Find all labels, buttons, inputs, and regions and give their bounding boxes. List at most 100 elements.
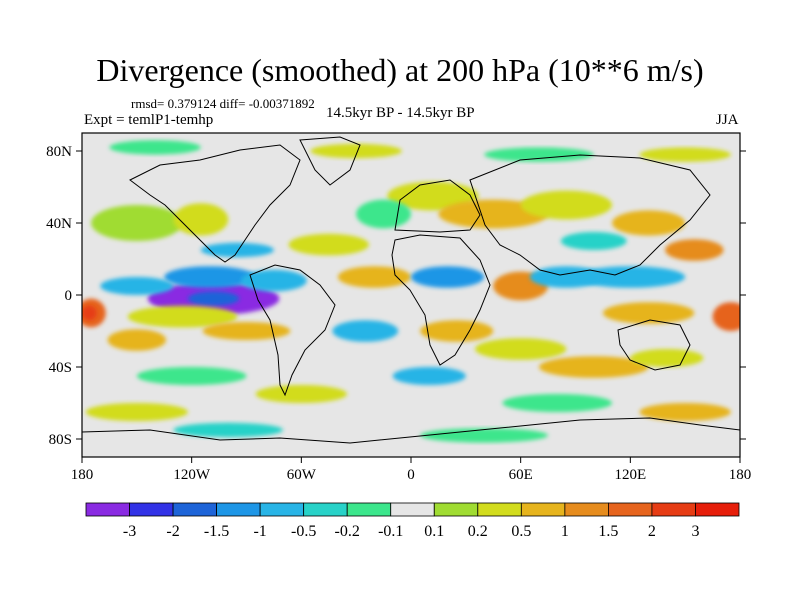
field-blob	[612, 210, 686, 236]
colorbar-label: 1.5	[598, 523, 618, 540]
season-label: JJA	[716, 112, 739, 128]
field-blob	[255, 385, 348, 403]
x-tick-label: 0	[407, 467, 415, 483]
field-blob	[575, 266, 686, 288]
colorbar-swatch	[695, 502, 740, 517]
coastline-australia	[617, 319, 691, 371]
field-blob	[332, 320, 399, 342]
colorbar-swatch	[520, 502, 566, 517]
field-blob	[630, 349, 704, 367]
colorbar-swatch	[216, 502, 261, 517]
y-tick-label: 40N	[46, 216, 72, 232]
field-blob	[420, 428, 549, 443]
colorbar-swatch	[390, 502, 435, 517]
field-blob	[310, 143, 402, 159]
colorbar-swatch	[259, 502, 305, 517]
colorbar-swatch	[651, 502, 696, 517]
field-blob	[188, 291, 240, 306]
colorbar-swatch	[564, 502, 609, 517]
field-blob	[420, 320, 494, 342]
colorbar-swatch	[85, 502, 130, 517]
field-blob	[387, 181, 479, 211]
field-blob	[200, 242, 274, 258]
field-blob	[100, 277, 174, 295]
field-blob	[107, 329, 167, 351]
y-tick-label: 0	[65, 288, 73, 304]
x-tick-label: 180	[729, 467, 752, 483]
field-blob	[356, 199, 412, 229]
field-blob	[202, 322, 291, 340]
field-blob	[712, 302, 740, 331]
y-tick-label: 80N	[46, 144, 72, 160]
field-blob	[639, 147, 731, 162]
field-blob	[411, 266, 485, 288]
colorbar-label: 2	[648, 523, 656, 540]
field-blob	[665, 239, 724, 261]
colorbar: -3 -2 -1.5 -1 -0.5 -0.2 -0.1 0.1 0.2 0.5 1 1.5 2 3	[85, 502, 740, 540]
field-blob	[438, 199, 549, 229]
field-blob	[173, 203, 229, 236]
field-blob	[85, 403, 189, 421]
coastline-greenland	[299, 136, 361, 186]
field-blob	[538, 356, 649, 378]
coastline-asia	[469, 154, 711, 276]
field-blob	[109, 140, 201, 155]
field-blob	[164, 266, 256, 288]
field-blob	[639, 403, 731, 421]
field-blob	[474, 338, 567, 360]
colorbar-label: 3	[691, 523, 699, 540]
coastline-africa	[391, 234, 491, 366]
field-blob	[392, 367, 466, 385]
colorbar-swatch	[129, 502, 174, 517]
y-tick-label: 80S	[49, 432, 72, 448]
colorbar-swatch	[303, 502, 348, 517]
colorbar-label: -3	[123, 523, 136, 540]
period-label: 14.5kyr BP - 14.5kyr BP	[326, 105, 475, 121]
colorbar-swatch	[346, 502, 392, 517]
coastlines	[82, 136, 740, 444]
field-blob	[91, 205, 183, 241]
field-blob	[288, 233, 369, 256]
field-blob	[136, 367, 247, 385]
colorbar-label: -2	[166, 523, 179, 540]
field-blob	[529, 266, 603, 288]
field-blob	[173, 422, 284, 438]
coastline-antarctica	[82, 417, 740, 444]
field-blob	[560, 232, 627, 250]
coastline-south-america	[249, 264, 336, 397]
field-blob	[520, 190, 613, 220]
field-blob	[127, 305, 238, 328]
field-blob	[484, 147, 594, 162]
colorbar-label: 1	[561, 523, 569, 540]
colorbar-label: -0.5	[291, 523, 316, 540]
y-tick-label: 40S	[49, 360, 72, 376]
colorbar-label: -0.1	[378, 523, 403, 540]
chart-title: Divergence (smoothed) at 200 hPa (10**6 …	[96, 52, 704, 88]
field-blob	[337, 266, 412, 288]
stats-line: rmsd= 0.379124 diff= -0.00371892	[131, 96, 315, 111]
colorbar-label: -1	[253, 523, 266, 540]
experiment-label: Expt = temlP1-temhp	[84, 112, 214, 128]
field-blob	[602, 302, 695, 324]
colorbar-label: -0.2	[335, 523, 360, 540]
x-tick-label: 120W	[173, 467, 211, 483]
colorbar-swatch	[433, 502, 479, 517]
colorbar-swatch	[608, 502, 653, 517]
colorbar-swatch	[477, 502, 522, 517]
coastline-europe	[394, 179, 481, 233]
colorbar-label: 0.1	[424, 523, 444, 540]
x-tick-label: 60E	[509, 467, 533, 483]
colorbar-label: 0.2	[468, 523, 488, 540]
x-tick-label: 60W	[287, 467, 317, 483]
divergence-field	[82, 140, 740, 443]
colorbar-label: -1.5	[204, 523, 229, 540]
x-tick-label: 180	[71, 467, 94, 483]
x-tick-label: 120E	[614, 467, 646, 483]
colorbar-swatch	[172, 502, 217, 517]
colorbar-label: 0.5	[511, 523, 531, 540]
axes: 180 120W 60W 0 60E 120E 180 80N 40N 0 40S 80S	[46, 144, 752, 483]
field-blob	[241, 269, 307, 292]
coastline-north-america	[129, 144, 301, 263]
field-blob	[502, 394, 613, 412]
